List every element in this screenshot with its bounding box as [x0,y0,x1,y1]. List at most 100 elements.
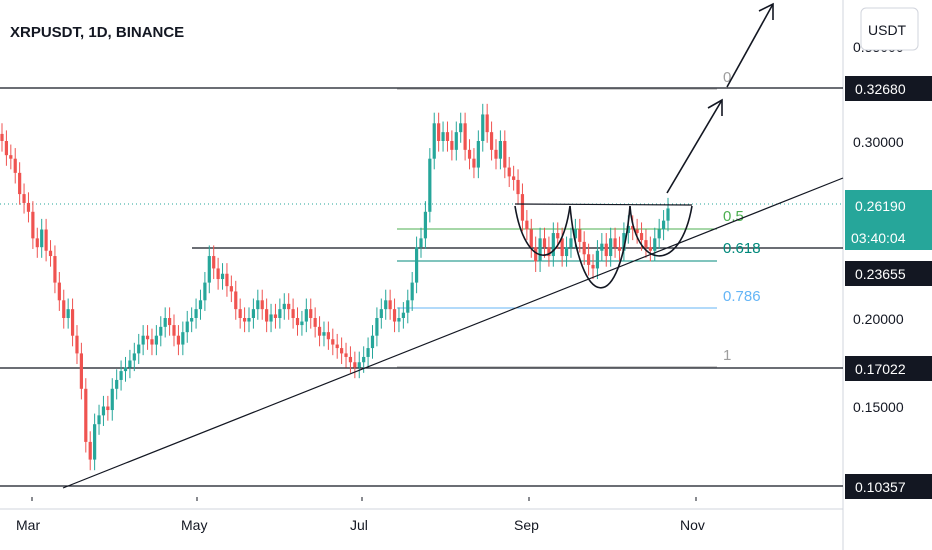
candle-body [57,282,61,301]
candle-body [93,424,97,460]
candle-body [542,238,547,248]
candle-body [437,123,441,141]
fib-label-0: 0 [723,69,731,86]
candle-body [613,238,617,248]
candle-body [348,356,353,363]
left-shoulder-arc[interactable] [514,205,571,256]
candle-body [119,371,123,380]
ascending-trendline[interactable] [62,177,844,489]
candle-body [48,250,53,257]
currency-button[interactable]: USDT [860,7,919,51]
candle-body [340,348,344,354]
candle-body [22,194,26,203]
candle-body [18,172,22,195]
candle-body [273,314,278,318]
candle-body [84,388,88,442]
candle-body [300,321,304,326]
candle-body [260,300,264,310]
candle-body [291,309,295,318]
candle-body [4,141,9,156]
candle-body [622,233,626,251]
candle-body [547,247,551,257]
candle-body [185,321,189,333]
candle-body [234,291,238,310]
candle-body [604,243,608,257]
candle-body [101,406,106,416]
candle-body [295,318,300,326]
candle-body [335,344,339,349]
candle-body [309,309,313,318]
candle-body [450,141,454,150]
last-price-value: 0.26190 [855,198,906,214]
price-tag-last: 0.26190 03:40:04 [845,190,932,250]
candle-body [238,309,242,318]
projection-arrow-upper[interactable] [726,2,774,88]
projection-arrow-lower[interactable] [666,98,723,194]
candle-body [661,220,666,230]
candle-body [666,208,670,221]
candle-body [198,300,203,310]
candle-body [0,133,4,141]
candle-body [247,318,251,322]
candle-body [441,132,445,141]
candle-body [631,225,635,230]
candle-body [35,238,39,248]
candle-body [507,167,511,177]
candle-body [251,309,256,318]
candle-body [229,286,233,292]
candle-body [410,282,414,301]
head-arc[interactable] [569,205,631,289]
candle-body [476,141,480,168]
right-shoulder-arc[interactable] [629,205,693,257]
candle-body [190,318,194,322]
symbol-title[interactable]: XRPUSDT, 1D, BINANCE [10,24,184,41]
candle-body [110,388,114,411]
candle-body [644,240,648,248]
candle-body [150,339,154,345]
price-tag-032680: 0.32680 [845,76,932,101]
candle-body [62,300,66,318]
candle-body [578,229,582,242]
candle-body [617,247,622,251]
currency-button-label: USDT [868,22,907,38]
candle-body [242,318,247,322]
candle-body [591,264,595,269]
candle-body [401,312,405,318]
candle-body [256,300,260,310]
candle-body [366,348,370,357]
horizontal-levels [0,87,843,487]
candle-body [265,309,269,322]
candle-body [282,303,286,310]
svg-text:0.23655: 0.23655 [855,266,906,282]
time-axis[interactable]: Mar May Jul Sep Nov [16,497,705,533]
candle-body [432,123,436,159]
candle-body [569,238,573,248]
svg-text:0.10357: 0.10357 [855,479,906,495]
candle-body [587,254,591,265]
candle-body [454,132,458,150]
candle-body [172,325,176,336]
candle-body [503,141,507,168]
candle-body [595,250,600,269]
candle-body [141,335,145,345]
candle-body [194,309,198,318]
candle-body [317,326,322,336]
candle-body [626,225,630,234]
candle-body [207,256,211,283]
fib-retracement[interactable]: 0 0.5 0.618 0.786 1 [397,69,761,368]
candles [0,103,670,471]
candle-body [220,273,225,280]
candle-body [66,309,70,318]
candle-body [459,123,463,133]
candle-body [556,233,560,239]
candle-body [406,300,410,313]
candle-body [485,114,489,133]
time-tick-nov: Nov [680,517,705,533]
candle-body [123,367,128,372]
fib-label-1: 1 [723,347,731,364]
candle-body [137,344,141,354]
svg-text:0.17022: 0.17022 [855,361,906,377]
candle-body [203,282,207,301]
neckline[interactable] [514,203,693,206]
